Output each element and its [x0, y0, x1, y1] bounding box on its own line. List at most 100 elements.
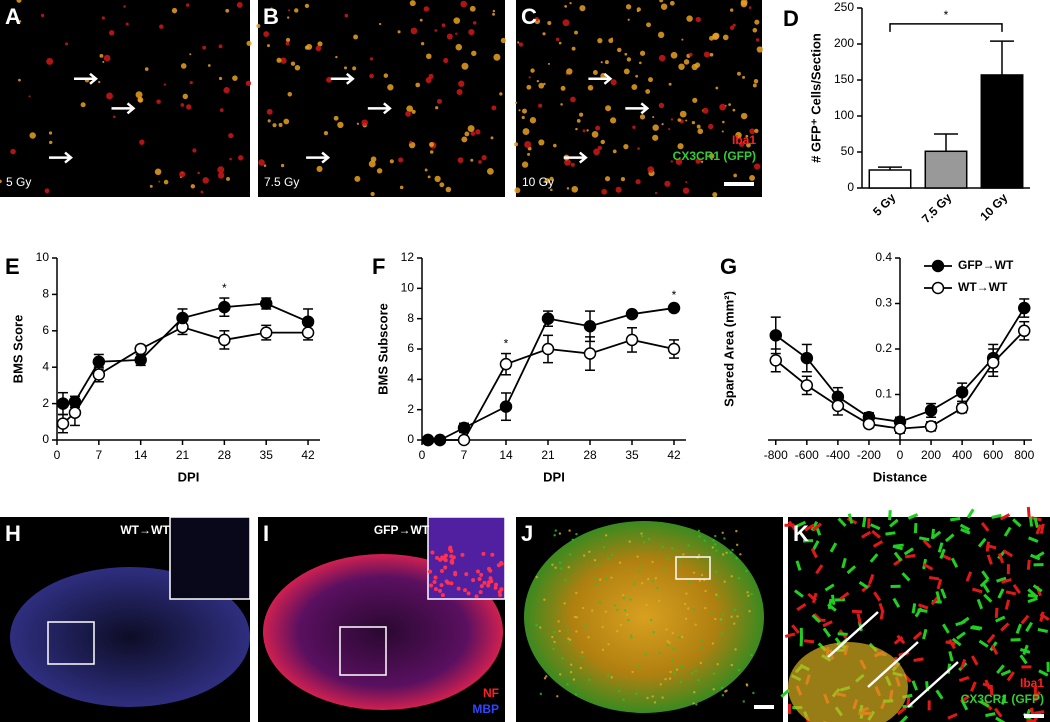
tissue: [10, 567, 250, 707]
cell: [742, 700, 745, 703]
cell: [640, 564, 643, 567]
cell: [558, 41, 562, 45]
cell: [529, 117, 537, 124]
cell: [189, 81, 193, 85]
cell: [551, 635, 554, 639]
cell: [732, 108, 736, 112]
cell: [245, 80, 252, 86]
cell: [646, 577, 650, 581]
cell: [566, 628, 570, 632]
cell: [745, 569, 748, 573]
cell: [725, 689, 728, 692]
process: [990, 644, 999, 655]
process: [972, 587, 983, 594]
cell: [646, 22, 651, 28]
cell: [453, 572, 458, 577]
cell: [729, 25, 735, 31]
process: [868, 573, 875, 585]
cell: [687, 607, 690, 610]
cell: [553, 640, 556, 644]
cell: [635, 74, 639, 78]
cell: [664, 677, 667, 681]
cell: [720, 632, 724, 636]
cell: [218, 44, 223, 49]
marker: [68, 395, 82, 409]
cell: [573, 615, 577, 619]
caption: MBP: [472, 702, 499, 716]
cell: [156, 99, 161, 104]
cell: [575, 127, 578, 131]
cell: [640, 582, 644, 585]
cell: [207, 64, 211, 67]
cell: [163, 179, 169, 185]
marker: [924, 404, 938, 417]
cell: [708, 153, 715, 159]
tissue: [524, 521, 764, 713]
marker: [56, 417, 70, 430]
arrow: [330, 72, 355, 85]
cell: [629, 598, 632, 601]
cell: [518, 109, 521, 112]
cell: [582, 554, 586, 557]
cell: [103, 54, 111, 62]
cell: [642, 541, 646, 544]
bar: [924, 150, 968, 189]
cell: [647, 538, 651, 541]
process: [997, 553, 1005, 564]
cell: [280, 57, 287, 64]
cell: [570, 162, 575, 167]
process: [791, 624, 800, 634]
cell: [433, 587, 438, 592]
cell: [486, 566, 491, 571]
process: [918, 603, 929, 610]
cell: [742, 75, 746, 79]
cell: [272, 123, 277, 128]
cell: [730, 575, 733, 578]
cell: [740, 112, 748, 120]
cell: [722, 34, 729, 41]
cell: [567, 566, 570, 569]
cell: [610, 676, 613, 679]
cell: [434, 29, 438, 32]
cell: [536, 79, 540, 83]
cell: [712, 33, 719, 40]
cell: [447, 547, 452, 552]
cell: [443, 558, 448, 563]
series-line: [62, 302, 309, 405]
process: [1026, 506, 1031, 518]
cell: [712, 192, 718, 198]
cell: [658, 651, 661, 655]
process: [1028, 536, 1039, 543]
cell: [677, 143, 684, 150]
cell: [703, 51, 710, 58]
cell: [733, 608, 737, 612]
scale-bar: [724, 182, 754, 186]
cell: [721, 694, 725, 697]
cell: [475, 129, 481, 135]
x-tick-label: -600: [795, 448, 819, 462]
process: [1002, 549, 1014, 558]
panel-letter: F: [372, 254, 385, 279]
cell: [486, 583, 491, 588]
cell: [606, 674, 610, 678]
cell: [566, 683, 569, 686]
cell: [185, 3, 190, 7]
cell: [435, 106, 439, 110]
cell: [542, 32, 546, 36]
cell: [644, 653, 648, 656]
cell: [571, 46, 576, 51]
process: [872, 540, 884, 548]
process: [994, 707, 1003, 718]
cell: [715, 570, 718, 573]
process: [873, 591, 882, 602]
cell: [479, 584, 484, 589]
cell: [588, 678, 591, 682]
process: [810, 547, 818, 559]
cell: [597, 38, 603, 44]
process: [1027, 596, 1038, 604]
y-tick-label: 10: [36, 250, 50, 264]
marker: [433, 433, 447, 447]
y-tick-label: 100: [834, 108, 854, 122]
cell: [736, 615, 739, 618]
cell: [18, 20, 22, 23]
